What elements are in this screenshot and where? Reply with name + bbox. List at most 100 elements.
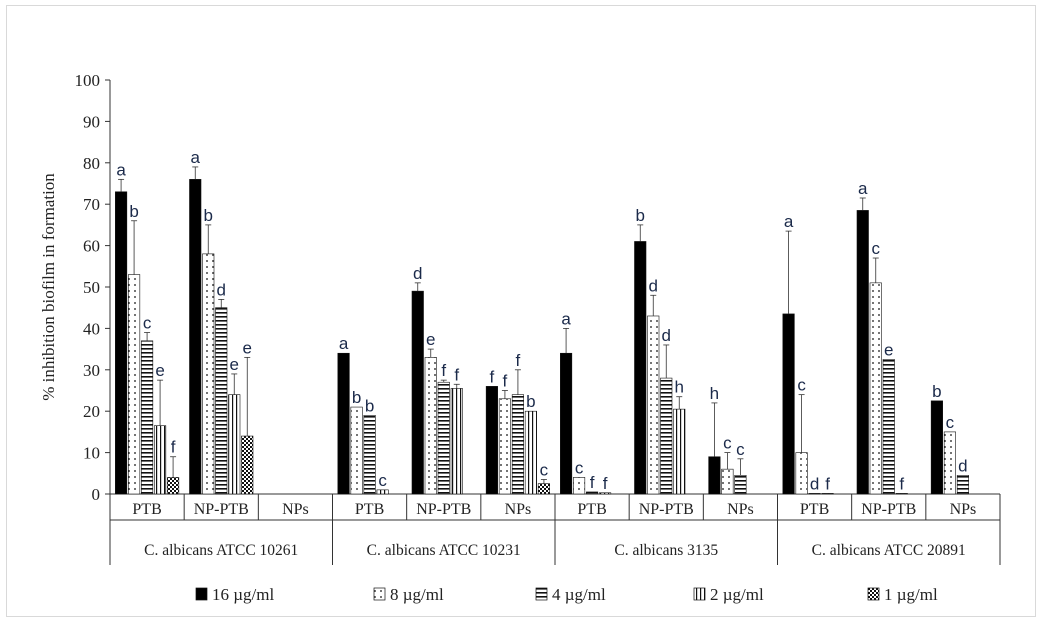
legend-label: 1 µg/ml	[884, 585, 938, 604]
significance-label: d	[413, 264, 422, 283]
legend-swatch	[693, 587, 706, 601]
category-label: NPs	[505, 501, 532, 518]
bar	[485, 386, 498, 495]
category-label: NP-PTB	[861, 501, 916, 518]
bar	[424, 357, 437, 495]
significance-label: f	[825, 474, 830, 493]
significance-label: c	[143, 314, 152, 333]
bar	[573, 477, 586, 495]
y-tick-label: 100	[75, 71, 101, 90]
significance-label: c	[575, 458, 584, 477]
significance-label: h	[710, 384, 719, 403]
legend-label: 8 µg/ml	[390, 585, 444, 604]
group-label: C. albicans ATCC 10231	[367, 542, 521, 559]
category-label: PTB	[800, 501, 829, 518]
bar	[154, 425, 167, 495]
significance-label: a	[784, 212, 794, 231]
legend-label: 2 µg/ml	[710, 585, 764, 604]
bar	[634, 241, 647, 495]
significance-label: f	[899, 474, 904, 493]
significance-label: f	[590, 473, 595, 492]
y-tick-label: 80	[83, 154, 100, 173]
bar	[524, 410, 537, 495]
significance-label: e	[230, 355, 239, 374]
bar	[215, 307, 228, 495]
bar	[450, 388, 463, 495]
category-label: NP-PTB	[639, 501, 694, 518]
significance-label: a	[191, 148, 201, 167]
bar	[647, 315, 660, 495]
bar	[660, 377, 673, 495]
bar	[167, 477, 180, 495]
significance-label: d	[649, 276, 658, 295]
group-label: C. albicans ATCC 10261	[144, 542, 298, 559]
y-tick-label: 70	[83, 195, 100, 214]
significance-label: b	[526, 392, 535, 411]
bar	[128, 274, 141, 495]
category-label: NPs	[950, 501, 977, 518]
significance-label: b	[365, 396, 374, 415]
significance-label: d	[958, 456, 967, 475]
significance-label: d	[810, 474, 819, 493]
significance-label: h	[675, 378, 684, 397]
significance-label: a	[116, 160, 126, 179]
bar	[882, 359, 895, 495]
legend-swatch	[195, 587, 208, 601]
significance-label: d	[662, 326, 671, 345]
bar	[363, 415, 376, 495]
bar	[930, 400, 943, 495]
bar	[411, 290, 424, 495]
bar	[560, 352, 573, 495]
bar	[673, 408, 686, 495]
group-label: C. albicans ATCC 20891	[812, 542, 966, 559]
bar	[721, 468, 734, 495]
significance-label: b	[129, 202, 138, 221]
bar	[708, 456, 721, 495]
bar	[189, 179, 202, 495]
category-label: PTB	[577, 501, 606, 518]
significance-label: b	[636, 206, 645, 225]
category-label: PTB	[132, 501, 161, 518]
significance-label: e	[426, 330, 435, 349]
y-tick-label: 50	[83, 278, 100, 297]
bar	[511, 394, 524, 495]
y-tick-label: 60	[83, 237, 100, 256]
bar	[241, 435, 254, 495]
significance-label: e	[243, 338, 252, 357]
bar	[498, 398, 511, 495]
bar	[821, 493, 834, 495]
bar	[586, 491, 599, 495]
significance-label: e	[884, 340, 893, 359]
significance-label: e	[155, 361, 164, 380]
bar	[782, 313, 795, 495]
significance-label: f	[603, 474, 608, 493]
legend-swatch	[535, 587, 548, 601]
bar	[895, 493, 908, 495]
significance-label: a	[858, 179, 868, 198]
significance-label: c	[378, 471, 387, 490]
y-tick-label: 0	[92, 485, 101, 504]
significance-label: b	[932, 382, 941, 401]
y-tick-label: 40	[83, 319, 100, 338]
bar	[350, 406, 363, 495]
bar	[808, 493, 821, 495]
category-label: NPs	[282, 501, 309, 518]
legend: 16 µg/ml 8 µg/ml 4 µg/ml 2 µg/ml 1 µg/ml	[195, 585, 938, 604]
bar	[228, 394, 241, 495]
bar	[115, 191, 128, 495]
bar	[599, 492, 612, 495]
significance-label: c	[797, 376, 806, 395]
significance-label: a	[561, 309, 571, 328]
significance-label: c	[872, 239, 881, 258]
significance-label: d	[217, 280, 226, 299]
bars-layer	[115, 166, 969, 495]
category-label: NP-PTB	[416, 501, 471, 518]
y-axis-label: % inhibition biofilm in formation	[39, 173, 58, 401]
bar	[943, 431, 956, 495]
y-tick-label: 20	[83, 402, 100, 421]
bar	[337, 352, 350, 495]
legend-label: 16 µg/ml	[212, 585, 274, 604]
y-tick-label: 30	[83, 361, 100, 380]
significance-label: c	[736, 440, 745, 459]
axis-layer: 0 10 20 30 40 50 60 70 80 90 100 % inhibition biofi…	[39, 71, 1001, 565]
